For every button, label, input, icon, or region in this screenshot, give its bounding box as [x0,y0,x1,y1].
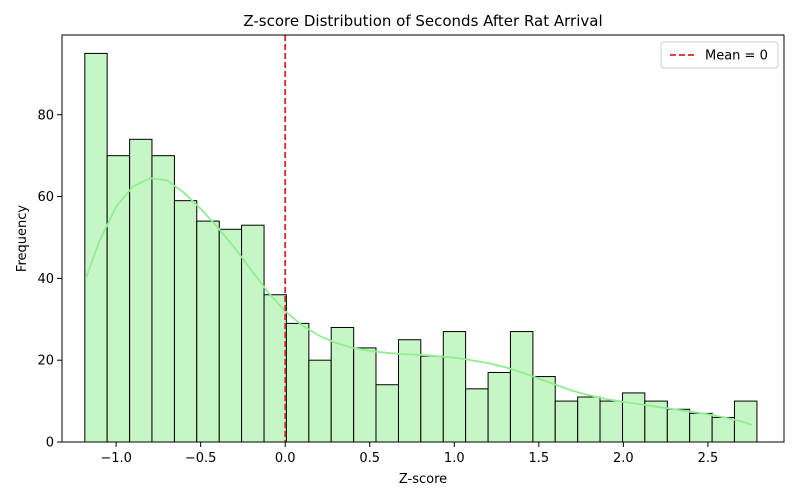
plot-frame [61,34,785,443]
histogram-bar [196,220,220,443]
histogram-bar [173,200,198,443]
y-tick-label: 60 [37,190,54,205]
histogram-bar [285,322,310,443]
kde-curve [84,177,753,426]
histogram-bars [84,52,758,443]
histogram-bar [375,384,399,443]
histogram-bar [509,331,534,443]
histogram-bar [263,294,287,443]
histogram-bar [218,228,243,443]
histogram-bar [711,416,735,443]
y-tick-label: 80 [37,108,54,123]
histogram-bar [241,224,265,443]
histogram-bar [666,408,691,443]
y-axis-ticks: 0 20 40 60 80 [37,108,62,451]
histogram-bar [84,52,108,443]
x-tick-label: −0.5 [185,451,217,466]
x-axis-ticks: −1.0 −0.5 0.0 0.5 1.0 1.5 2.0 2.5 [100,442,718,466]
histogram-bar [442,331,467,443]
histogram-bar [308,359,332,443]
histogram-bar [129,138,153,443]
histogram-bar [465,388,489,443]
x-tick-label: 0.5 [359,451,380,466]
legend-mean-label: Mean = 0 [705,49,768,64]
histogram-bar [106,155,131,443]
histogram-bar [733,400,758,443]
histogram-bar [577,396,601,443]
x-tick-label: 1.0 [444,451,465,466]
x-tick-label: 2.5 [698,451,719,466]
legend-box [660,41,779,69]
y-tick-label: 20 [37,354,54,369]
histogram-bar [554,400,579,443]
y-axis-title: Frequency [15,205,30,272]
histogram-bar [599,400,624,443]
histogram-bar [532,376,556,443]
histogram-bar [689,412,713,443]
histogram-bar [622,392,646,443]
x-axis-title: Z-score [399,472,447,487]
y-tick-label: 0 [46,436,54,451]
x-tick-label: 0.0 [275,451,296,466]
chart-title: Z-score Distribution of Seconds After Ra… [243,12,602,30]
x-tick-label: −1.0 [100,451,132,466]
histogram-bar [420,355,444,443]
y-tick-label: 40 [37,272,54,287]
histogram-bar [151,155,175,443]
x-tick-label: 2.0 [613,451,634,466]
x-tick-label: 1.5 [528,451,549,466]
histogram-bar [353,347,377,443]
legend: Mean = 0 [660,41,779,69]
histogram-bar [487,371,511,443]
